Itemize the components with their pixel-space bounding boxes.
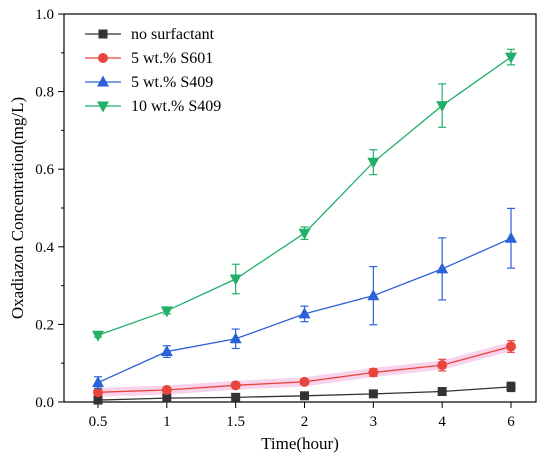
data-point: [437, 387, 447, 397]
legend: no surfactant 5 wt.% S601 5 wt.% S409 10 wt…: [85, 26, 221, 115]
data-point: [437, 360, 448, 371]
data-point: [93, 395, 103, 405]
data-point: [436, 101, 449, 113]
x-tick-label: 2: [301, 414, 309, 430]
y-tick-label: 0.0: [35, 395, 54, 411]
legend-item: 5 wt.% S409: [85, 74, 213, 91]
data-point: [229, 332, 242, 344]
data-point: [92, 330, 104, 342]
data-point: [368, 367, 379, 378]
y-tick-label: 0.2: [35, 317, 54, 333]
axis-ticks: 0.5 1 1.5 2 3 4 6 0.0 0.2 0.4 0.6 0.8 1.0: [35, 7, 515, 430]
y-tick-label: 0.6: [35, 162, 54, 178]
legend-label: 5 wt.% S601: [131, 50, 213, 67]
x-tick-label: 1: [163, 414, 171, 430]
y-tick-label: 0.4: [35, 240, 54, 256]
data-point: [506, 341, 516, 352]
legend-marker: [98, 53, 108, 63]
data-point: [505, 231, 517, 243]
data-point: [505, 52, 517, 64]
legend-marker: [97, 75, 109, 87]
data-point: [506, 382, 516, 392]
data-point: [367, 289, 380, 301]
series-4: [92, 48, 517, 342]
y-axis-title: Oxadiazon Concentration(mg/L): [8, 97, 27, 319]
data-point: [300, 391, 309, 401]
x-tick-label: 4: [438, 414, 446, 430]
legend-item: 5 wt.% S601: [85, 50, 213, 67]
data-point: [229, 274, 242, 286]
data-point: [92, 376, 104, 388]
data-point: [230, 380, 241, 391]
data-point: [161, 384, 172, 395]
legend-label: 10 wt.% S409: [131, 98, 221, 115]
data-point: [367, 157, 380, 169]
data-point: [299, 376, 310, 387]
data-point: [368, 389, 378, 399]
x-axis-title: Time(hour): [261, 434, 339, 453]
legend-item: no surfactant: [85, 26, 215, 43]
legend-item: 10 wt.% S409: [85, 98, 221, 115]
legend-marker: [97, 101, 109, 113]
legend-marker: [98, 29, 108, 39]
data-point: [231, 392, 241, 402]
series-layer: [92, 48, 517, 405]
data-point: [160, 345, 173, 357]
data-point: [436, 262, 449, 274]
series-3: [92, 207, 517, 390]
data-point: [160, 306, 173, 318]
x-tick-label: 0.5: [89, 414, 108, 430]
legend-label: no surfactant: [131, 26, 215, 43]
x-tick-label: 1.5: [226, 414, 245, 430]
x-tick-label: 3: [370, 414, 378, 430]
data-point: [93, 387, 103, 398]
y-tick-label: 1.0: [35, 7, 54, 23]
plot-frame: [63, 13, 537, 403]
x-tick-label: 6: [507, 414, 515, 430]
y-tick-label: 0.8: [35, 85, 54, 101]
series-2: [93, 340, 516, 398]
data-point: [162, 393, 172, 403]
data-point: [298, 307, 311, 319]
series-1: [93, 381, 516, 405]
legend-label: 5 wt.% S409: [131, 74, 213, 91]
data-point: [298, 228, 311, 240]
